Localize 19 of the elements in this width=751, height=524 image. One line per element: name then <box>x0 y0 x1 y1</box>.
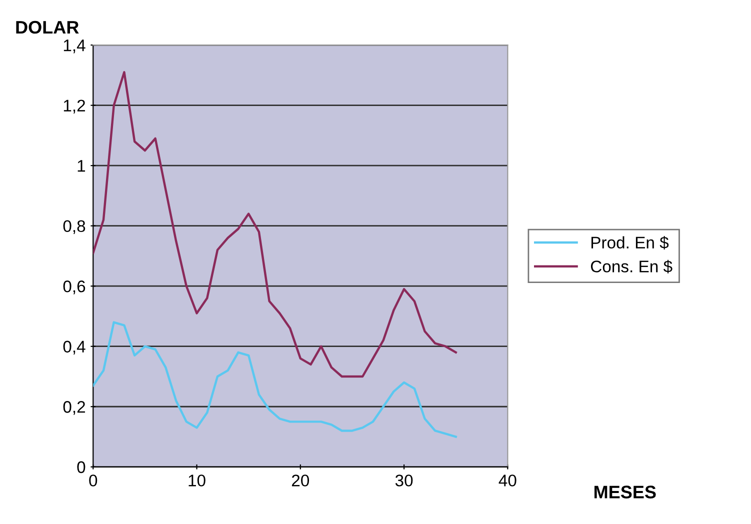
legend-label: Cons. En $ <box>590 260 672 274</box>
x-tick-label: 0 <box>89 474 98 486</box>
x-tick-label: 10 <box>188 474 206 486</box>
x-axis-title: MESES <box>594 486 656 498</box>
y-tick-label: 1,4 <box>64 40 86 54</box>
y-tick-label: 1 <box>78 160 86 172</box>
legend-label: Prod. En $ <box>591 236 669 250</box>
line-series <box>93 71 457 378</box>
y-tick-label: 0,2 <box>63 401 85 415</box>
y-tick-label: 0 <box>77 461 86 474</box>
y-tick-label: 1,2 <box>64 100 85 114</box>
x-tick-label: 40 <box>498 474 516 486</box>
line-series <box>93 321 457 438</box>
x-tick-label: 20 <box>292 474 310 486</box>
y-tick-label: 0,8 <box>63 220 86 234</box>
y-axis-title: DOLAR <box>16 20 79 34</box>
y-tick-label: 0,6 <box>63 280 86 294</box>
y-tick-label: 0,4 <box>63 340 86 355</box>
x-tick-label: 30 <box>395 474 413 486</box>
